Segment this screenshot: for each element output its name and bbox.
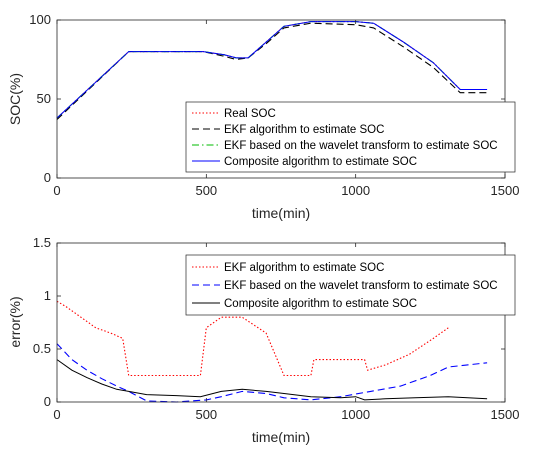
error-legend: EKF algorithm to estimate SOC EKF based o… xyxy=(185,254,516,316)
soc-y-tick-label: 0 xyxy=(44,170,51,185)
error-legend-label-1: EKF based on the wavelet transform to es… xyxy=(224,280,498,292)
error-x-tick-label: 1000 xyxy=(341,407,370,422)
soc-chart: 0 500 1000 1500 0 50 100 time(min) SOC(%) Real… xyxy=(7,12,519,221)
soc-x-tick-label: 500 xyxy=(195,183,217,198)
error-y-tick-label: 1 xyxy=(44,288,51,303)
soc-x-tick-label: 1000 xyxy=(341,183,370,198)
error-axes-box xyxy=(56,242,506,403)
error-series-line-2 xyxy=(56,359,488,401)
error-y-axis-label: error(%) xyxy=(7,296,23,347)
soc-ticks: 0 500 1000 1500 0 50 100 xyxy=(29,12,519,198)
error-y-tick-label: 0.5 xyxy=(33,341,51,356)
error-x-tick-label: 500 xyxy=(195,407,217,422)
soc-legend-label-0: Real SOC xyxy=(224,108,276,120)
soc-x-tick-label: 1500 xyxy=(491,183,520,198)
error-plot-area xyxy=(56,300,488,403)
error-legend-box xyxy=(185,254,516,316)
soc-y-tick-label: 50 xyxy=(37,91,51,106)
error-legend-label-2: Composite algorithm to estimate SOC xyxy=(224,298,417,310)
error-x-tick-label: 1500 xyxy=(491,407,520,422)
error-y-tick-label: 0 xyxy=(44,394,51,409)
soc-x-axis-label: time(min) xyxy=(252,205,310,221)
error-legend-label-0: EKF algorithm to estimate SOC xyxy=(224,262,384,274)
soc-legend-label-1: EKF algorithm to estimate SOC xyxy=(224,124,384,136)
error-y-tick-label: 1.5 xyxy=(33,235,51,250)
soc-y-axis-label: SOC(%) xyxy=(7,73,23,125)
soc-legend-label-3: Composite algorithm to estimate SOC xyxy=(224,156,417,168)
error-x-axis-label: time(min) xyxy=(252,429,310,445)
soc-plot-area xyxy=(56,21,488,120)
soc-legend: Real SOC EKF algorithm to estimate SOC EKF… xyxy=(185,101,516,173)
soc-series-line-3 xyxy=(56,21,488,119)
soc-legend-box xyxy=(185,101,516,173)
soc-y-tick-label: 100 xyxy=(29,12,51,27)
error-x-tick-label: 0 xyxy=(53,407,60,422)
soc-legend-label-2: EKF based on the wavelet transform to es… xyxy=(224,140,498,152)
soc-x-tick-label: 0 xyxy=(53,183,60,198)
error-ticks: 0 500 1000 1500 0 0.5 1 1.5 xyxy=(33,235,520,422)
error-series-line-1 xyxy=(56,343,488,403)
